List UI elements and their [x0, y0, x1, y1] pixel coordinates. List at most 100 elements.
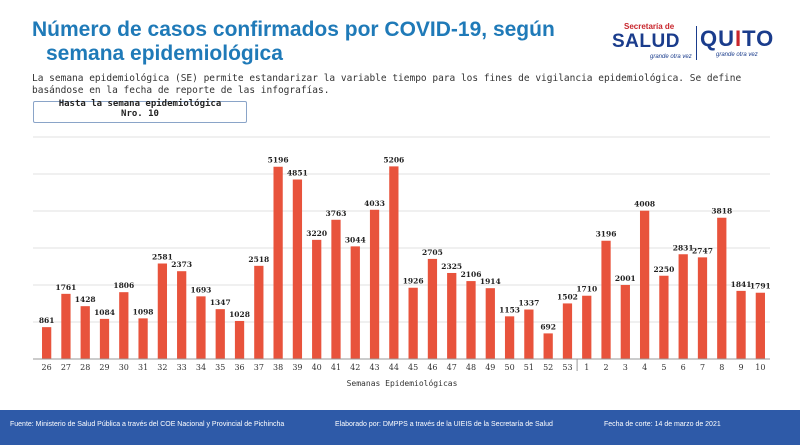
category-label: 40	[312, 363, 322, 372]
value-label: 692	[540, 322, 556, 331]
title-line-2: semana epidemiológica	[46, 42, 283, 65]
bar-week-40	[312, 239, 322, 359]
bar-week-41	[331, 219, 341, 359]
bar-week-46	[427, 258, 438, 359]
category-label: 29	[99, 363, 109, 372]
category-label: 47	[447, 363, 457, 372]
value-label: 1710	[576, 285, 597, 294]
value-label: 3044	[345, 235, 366, 244]
bar-week-27	[61, 293, 71, 359]
category-label: 6	[681, 363, 686, 372]
category-label: 4	[642, 363, 647, 372]
quito-logo-slogan: grande otra vez	[716, 52, 758, 58]
bar-week-2	[601, 240, 611, 359]
bar-week-43	[369, 209, 380, 359]
value-label: 1502	[557, 292, 578, 301]
salud-logo-main: SALUD	[612, 31, 680, 52]
category-label: 50	[504, 363, 514, 372]
category-label: 37	[254, 363, 264, 372]
logos: Secretaría de SALUD grande otra vez QUIT…	[610, 20, 773, 70]
value-label: 1841	[731, 280, 752, 289]
value-label: 4033	[364, 199, 385, 208]
value-label: 1926	[403, 277, 424, 286]
value-label: 1914	[480, 277, 501, 286]
value-label: 3763	[326, 209, 347, 218]
category-label: 52	[543, 363, 553, 372]
category-label: 43	[369, 363, 379, 372]
value-label: 1428	[75, 295, 96, 304]
bar-week-7	[697, 257, 708, 359]
bar-week-26	[42, 327, 52, 359]
bar-week-35	[215, 309, 225, 359]
value-label: 1084	[94, 308, 115, 317]
category-label: 32	[157, 363, 167, 372]
footer-cutoff: Fecha de corte: 14 de marzo de 2021	[604, 421, 721, 428]
category-label: 30	[119, 363, 129, 372]
category-label: 7	[700, 363, 705, 372]
value-label: 5206	[383, 155, 404, 164]
value-label: 2250	[653, 265, 674, 274]
category-label: 51	[524, 363, 534, 372]
bar-week-30	[119, 292, 129, 359]
bar-week-9	[736, 290, 746, 359]
value-label: 2325	[441, 262, 462, 271]
value-label: 1153	[499, 305, 520, 314]
value-label: 1347	[210, 298, 231, 307]
value-label: 2518	[248, 255, 269, 264]
value-label: 3196	[596, 230, 617, 239]
logo-divider	[696, 26, 697, 60]
category-label: 8	[719, 363, 724, 372]
bar-week-29	[99, 318, 110, 359]
value-label: 1791	[750, 282, 771, 291]
category-label: 26	[42, 363, 52, 372]
value-label: 4851	[287, 169, 308, 178]
category-label: 5	[661, 363, 666, 372]
bar-week-36	[234, 320, 245, 359]
category-label: 38	[273, 363, 283, 372]
category-label: 48	[466, 363, 476, 372]
bar-week-33	[177, 271, 187, 359]
quito-logo: QUITO grande otra vez	[700, 22, 773, 66]
value-label: 1337	[518, 299, 539, 308]
category-label: 45	[408, 363, 418, 372]
value-label: 2581	[152, 253, 173, 262]
category-label: 28	[80, 363, 90, 372]
bar-week-38	[273, 166, 283, 359]
value-label: 2373	[171, 260, 192, 269]
value-label: 1028	[229, 310, 250, 319]
value-label: 1761	[55, 283, 76, 292]
bar-week-31	[138, 318, 148, 359]
category-label: 53	[562, 363, 572, 372]
bars	[42, 166, 765, 359]
week-box-line-2: Nro. 10	[121, 109, 159, 119]
category-label: 9	[739, 363, 744, 372]
value-label: 2705	[422, 248, 443, 257]
value-label: 4008	[634, 200, 655, 209]
bar-week-8	[717, 217, 727, 359]
bar-week-5	[659, 275, 669, 359]
value-label: 2106	[461, 270, 482, 279]
bar-week-45	[408, 287, 418, 359]
bar-week-42	[350, 246, 360, 359]
value-label: 3220	[306, 229, 327, 238]
week-box-line-1: Hasta la semana epidemiológica	[58, 99, 222, 109]
value-label: 861	[39, 316, 55, 325]
value-label: 5196	[268, 156, 289, 165]
x-axis-label: Semanas Epidemiológicas	[347, 378, 458, 388]
bar-week-10	[755, 292, 765, 359]
quito-logo-word: QUITO	[700, 26, 774, 52]
bar-chart: 8611761142810841806109825812373169313471…	[33, 136, 771, 388]
bar-week-49	[485, 288, 495, 359]
category-label: 36	[234, 363, 244, 372]
category-label: 1	[584, 363, 589, 372]
footer-source: Fuente: Ministerio de Salud Pública a tr…	[10, 421, 285, 428]
value-label: 2747	[692, 246, 713, 255]
bar-week-1	[582, 295, 592, 359]
bar-week-6	[678, 254, 688, 359]
bar-week-51	[524, 309, 534, 359]
value-label: 2001	[615, 274, 636, 283]
category-labels: 26 27 28 29 30 31 32 33 34 35 36 37 38 39 40 41 42 43 44 45…	[42, 359, 765, 372]
week-box: Hasta la semana epidemiológica Nro. 10	[33, 99, 247, 123]
bar-week-3	[620, 284, 630, 359]
title-line-1: Número de casos confirmados por COVID-19…	[32, 18, 555, 41]
